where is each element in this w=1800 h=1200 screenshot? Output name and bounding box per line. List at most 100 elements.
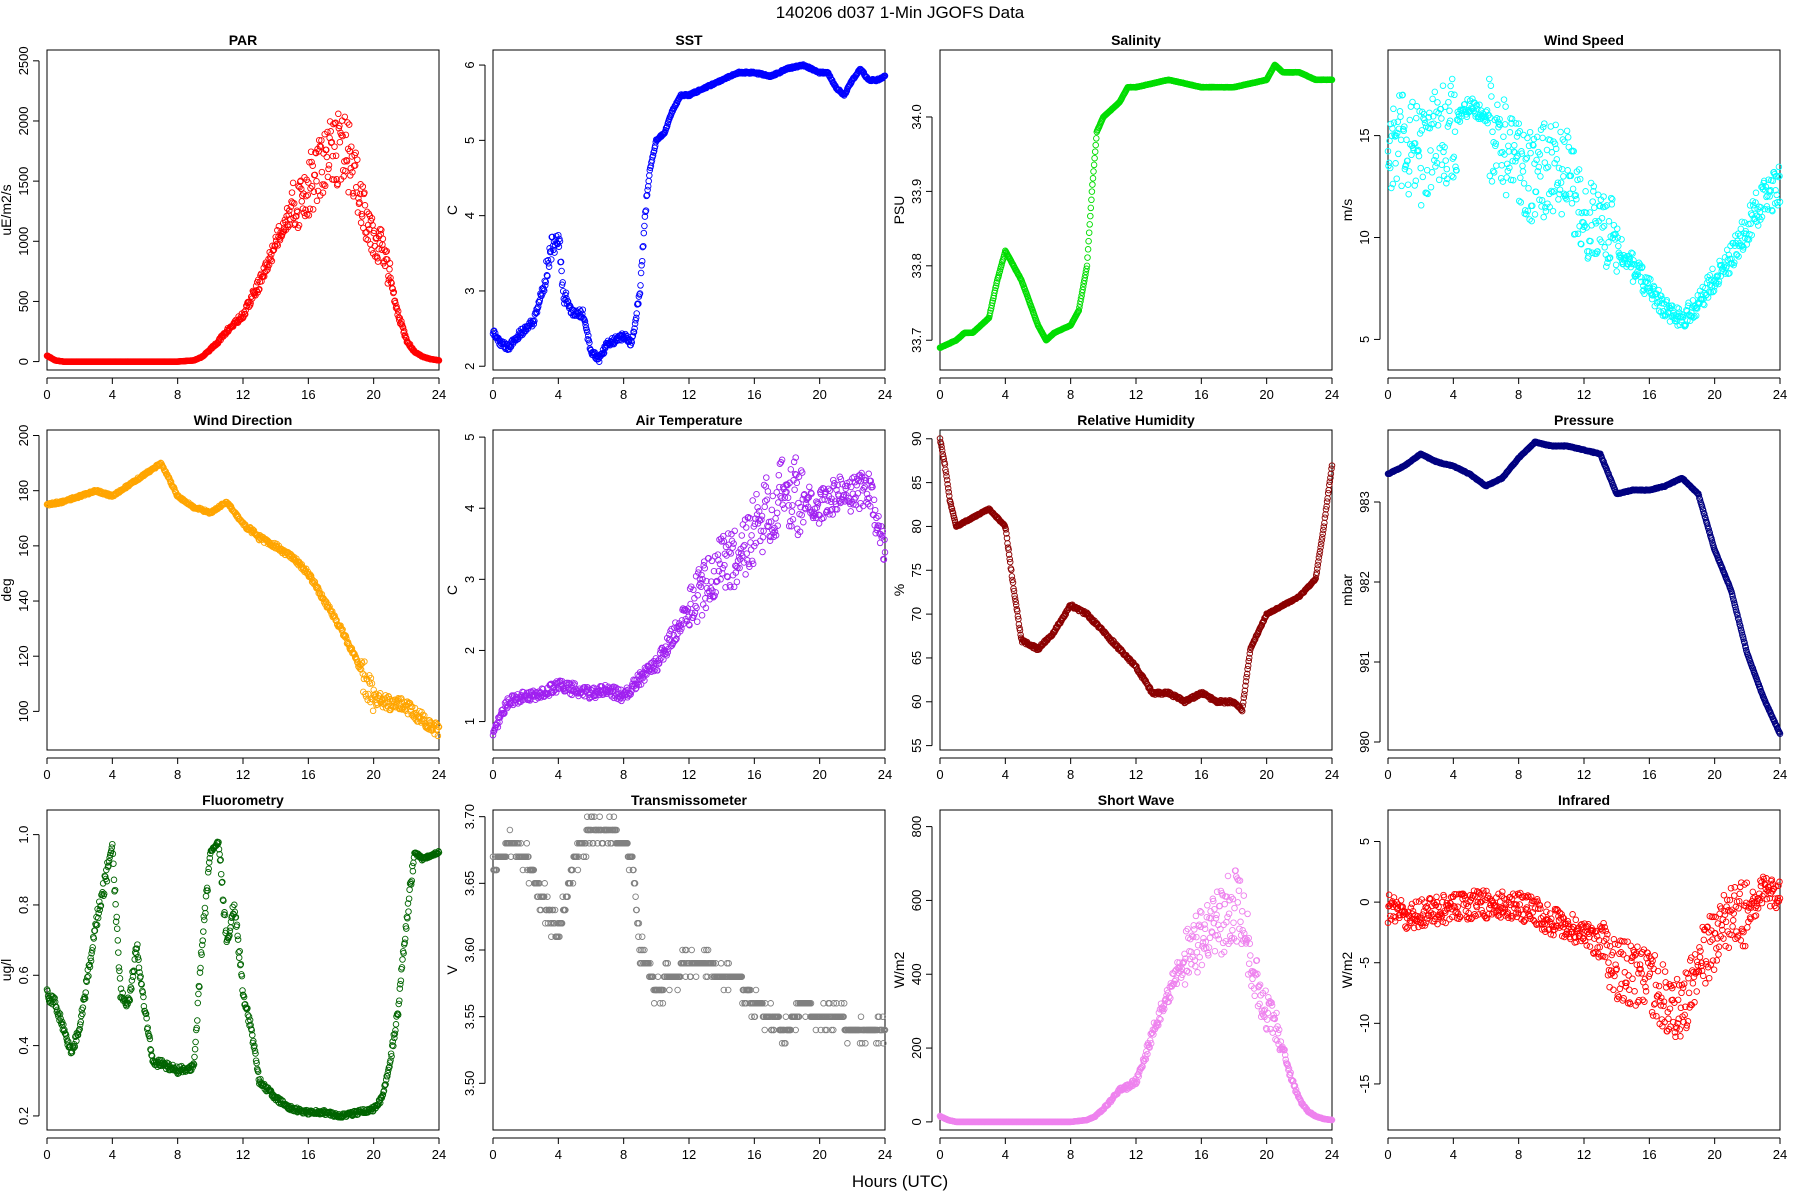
data-point — [346, 147, 353, 155]
data-point — [1444, 175, 1451, 183]
data-point — [1552, 121, 1559, 129]
x-tick-label: 24 — [878, 387, 892, 402]
data-point — [325, 165, 332, 173]
data-point — [374, 254, 381, 262]
data-point — [1515, 120, 1522, 127]
data-point — [643, 192, 650, 200]
data-point — [1442, 157, 1449, 164]
data-point — [286, 207, 293, 214]
data-point — [663, 122, 671, 130]
data-point — [356, 190, 364, 198]
data-point — [742, 524, 750, 531]
data-point — [1543, 164, 1550, 172]
y-tick-label: 15 — [1357, 128, 1372, 142]
data-point — [1385, 162, 1392, 170]
data-point — [305, 212, 313, 219]
data-point — [1518, 150, 1526, 157]
data-point — [1395, 150, 1402, 158]
data-point — [1574, 176, 1581, 184]
data-point — [1689, 297, 1697, 304]
data-point — [383, 247, 390, 255]
data-point — [649, 152, 657, 159]
data-point — [352, 149, 359, 157]
data-point — [275, 223, 283, 230]
data-point — [582, 321, 589, 329]
series-points — [936, 435, 1336, 715]
data-point — [995, 271, 1003, 279]
x-tick-label: 0 — [43, 387, 50, 402]
data-point — [1551, 140, 1559, 148]
y-axis-label: PSU — [891, 196, 907, 225]
data-point — [392, 299, 399, 307]
y-tick-label: 1500 — [16, 167, 31, 196]
plot-frame — [939, 429, 1333, 751]
data-point — [1511, 142, 1518, 149]
data-point — [1601, 203, 1609, 210]
data-point — [693, 618, 701, 625]
data-point — [323, 146, 330, 154]
data-point — [1448, 172, 1455, 180]
data-point — [1544, 163, 1552, 171]
data-point — [787, 466, 795, 473]
data-point — [1590, 183, 1598, 190]
data-point — [1563, 127, 1571, 135]
data-point — [327, 139, 335, 146]
data-point — [320, 181, 328, 188]
data-point — [698, 612, 706, 619]
data-point — [287, 215, 294, 223]
data-point — [336, 138, 344, 146]
data-point — [1599, 224, 1606, 231]
data-point — [1384, 147, 1392, 155]
data-point — [1432, 163, 1439, 170]
data-point — [1085, 237, 1092, 245]
data-point — [312, 149, 319, 156]
data-point — [290, 200, 298, 207]
y-tick-label: 200 — [16, 425, 31, 447]
data-point — [1558, 210, 1565, 218]
data-point — [356, 199, 363, 206]
x-tick-label: 12 — [682, 767, 696, 782]
x-tick-label: 4 — [109, 387, 116, 402]
data-point — [348, 143, 355, 150]
data-point — [1448, 75, 1456, 83]
data-point — [749, 497, 756, 504]
data-point — [1450, 173, 1457, 181]
data-point — [1582, 188, 1589, 195]
data-point — [1438, 115, 1445, 122]
data-point — [646, 166, 654, 174]
x-tick-label: 16 — [747, 387, 761, 402]
data-point — [1564, 134, 1572, 141]
data-point — [1498, 162, 1506, 169]
data-point — [1519, 168, 1527, 175]
data-point — [847, 483, 855, 491]
series-points — [43, 110, 443, 365]
data-point — [1618, 236, 1625, 243]
data-point — [1088, 188, 1096, 195]
data-point — [342, 131, 350, 139]
data-point — [1523, 210, 1530, 218]
data-point — [297, 177, 304, 185]
y-axis-label: uE/m2/s — [0, 184, 14, 235]
data-point — [555, 231, 562, 239]
data-point — [1614, 234, 1622, 241]
data-point — [1572, 230, 1579, 238]
data-point — [368, 246, 375, 254]
data-point — [712, 589, 719, 596]
data-point — [642, 207, 650, 214]
data-point — [1090, 168, 1097, 175]
data-point — [1506, 164, 1513, 172]
y-axis-label: deg — [0, 578, 14, 601]
data-point — [289, 179, 297, 187]
data-point — [1531, 211, 1539, 218]
data-point — [1533, 156, 1540, 164]
data-point — [345, 121, 353, 128]
data-point — [542, 282, 549, 289]
data-point — [1410, 147, 1417, 154]
data-point — [830, 476, 837, 484]
data-point — [542, 278, 550, 286]
data-point — [400, 327, 408, 335]
y-tick-label: 0 — [16, 358, 31, 365]
data-point — [639, 243, 646, 251]
data-point — [1585, 248, 1593, 255]
data-point — [1504, 167, 1512, 175]
